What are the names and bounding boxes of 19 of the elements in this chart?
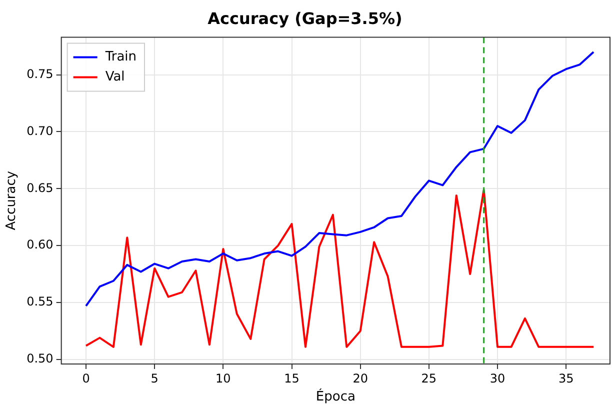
x-tick-label: 20 — [352, 371, 368, 386]
x-axis-title: Época — [316, 388, 356, 405]
legend-label: Train — [104, 50, 137, 65]
x-tick-label: 0 — [82, 371, 90, 386]
x-tick-label: 25 — [421, 371, 437, 386]
x-tick-label: 30 — [490, 371, 506, 386]
y-tick-label: 0.75 — [26, 66, 54, 81]
x-tick-label: 10 — [216, 371, 231, 386]
y-tick-label: 0.55 — [26, 294, 54, 309]
legend-label: Val — [105, 70, 125, 85]
y-tick-label: 0.60 — [26, 238, 54, 252]
y-tick-label: 0.50 — [26, 352, 54, 366]
y-tick-label: 0.65 — [26, 180, 54, 195]
chart-title: Accuracy (Gap=3.5%) — [208, 8, 402, 28]
y-tick-label: 0.70 — [26, 124, 54, 138]
y-axis-title: Accuracy — [4, 170, 20, 230]
x-tick-label: 5 — [150, 371, 158, 386]
x-tick-label: 15 — [284, 371, 300, 386]
x-tick-label: 35 — [558, 371, 574, 386]
